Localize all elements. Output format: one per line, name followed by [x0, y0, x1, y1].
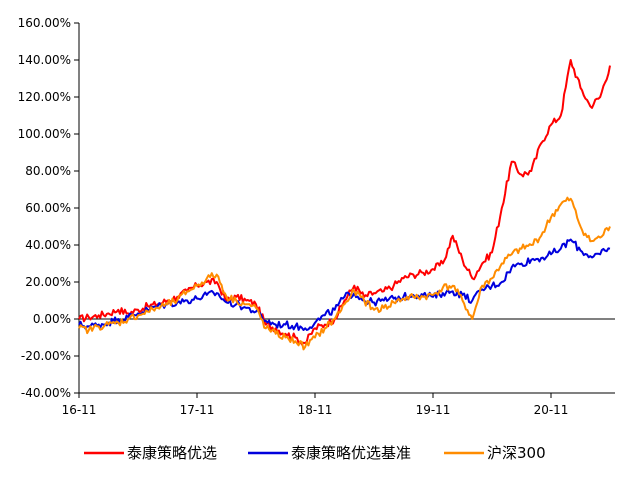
y-tick-label: 100.00%	[18, 127, 71, 141]
legend-label-3: 沪深300	[487, 444, 546, 462]
x-tick-label: 18-11	[298, 403, 333, 417]
x-tick-label: 19-11	[416, 403, 451, 417]
y-tick-label: 40.00%	[25, 238, 71, 252]
y-tick-label: 60.00%	[25, 201, 71, 215]
y-tick-label: 20.00%	[25, 275, 71, 289]
y-tick-label: 80.00%	[25, 164, 71, 178]
y-tick-label: 160.00%	[18, 16, 71, 30]
legend: 泰康策略优选 泰康策略优选基准 沪深300	[84, 444, 546, 462]
y-tick-label: -40.00%	[21, 386, 71, 400]
legend-label-2: 泰康策略优选基准	[291, 444, 411, 462]
y-tick-label: -20.00%	[21, 349, 71, 363]
y-tick-label: 120.00%	[18, 90, 71, 104]
y-tick-label: 140.00%	[18, 53, 71, 67]
legend-label-1: 泰康策略优选	[127, 444, 217, 462]
series-line-1	[78, 59, 611, 346]
series-lines	[78, 59, 611, 351]
x-tick-label: 16-11	[62, 403, 97, 417]
x-tick-label: 20-11	[534, 403, 569, 417]
series-line-3	[78, 196, 611, 351]
y-tick-label: 0.00%	[33, 312, 71, 326]
x-tick-label: 17-11	[180, 403, 215, 417]
series-line-2	[78, 238, 611, 331]
axes: -40.00% -20.00% 0.00% 20.00% 40.00% 60.00% 80.…	[18, 16, 615, 417]
